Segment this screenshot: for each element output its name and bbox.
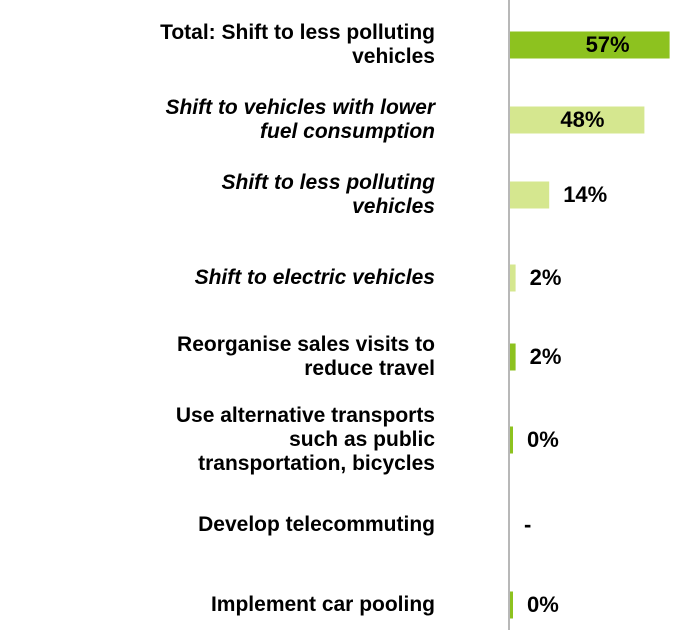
- bar: [510, 264, 516, 292]
- value-label: -: [524, 512, 531, 537]
- bar: [510, 106, 645, 134]
- bar: [510, 343, 516, 371]
- value-label: 2%: [530, 344, 562, 369]
- bar: [510, 181, 550, 209]
- value-label: 48%: [560, 107, 604, 132]
- bar: [510, 591, 513, 619]
- category-label: Develop telecommuting: [198, 513, 435, 536]
- value-label: 0%: [527, 427, 559, 452]
- category-label: Reorganise sales visits to reduce travel: [177, 333, 435, 380]
- category-label: Total: Shift to less polluting vehicles: [160, 21, 435, 68]
- category-label: Shift to less polluting vehicles: [221, 171, 436, 218]
- bar: [510, 426, 513, 454]
- category-label: Shift to electric vehicles: [194, 266, 435, 289]
- category-label: Shift to vehicles with lower fuel consum…: [165, 96, 435, 143]
- value-label: 0%: [527, 592, 559, 617]
- category-label: Implement car pooling: [210, 593, 435, 616]
- value-label: 14%: [563, 182, 607, 207]
- value-label: 57%: [586, 32, 630, 57]
- bar: [510, 31, 670, 59]
- category-label: Use alternative transports such as publi…: [175, 404, 435, 475]
- value-label: 2%: [530, 265, 562, 290]
